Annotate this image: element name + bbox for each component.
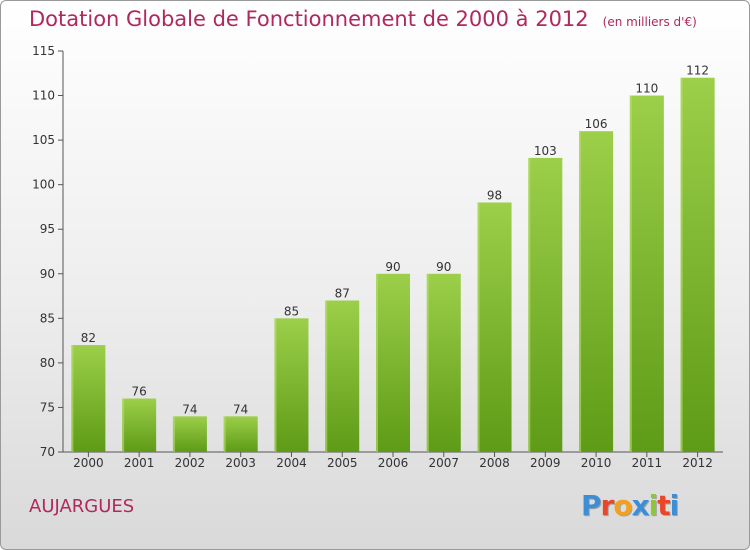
bar-2007 [426,273,461,452]
y-tick-label: 90 [40,267,55,281]
logo-letter: i [648,489,659,522]
chart-title: Dotation Globale de Fonctionnement de 20… [29,7,697,31]
commune-name: AUJARGUES [29,496,135,517]
value-label: 74 [182,402,197,416]
x-tick-label: 2003 [225,456,256,470]
x-tick-label: 2006 [378,456,409,470]
y-tick-label: 100 [32,178,55,192]
bar-highlight [680,77,683,452]
value-label: 90 [436,260,451,274]
bar-2003 [223,416,258,452]
bar-highlight [122,398,125,452]
bar-2005 [325,300,360,452]
value-label: 90 [385,260,400,274]
value-label: 74 [233,402,248,416]
x-tick-label: 2005 [327,456,358,470]
logo-letter: t [657,489,670,522]
x-tick-label: 2009 [530,456,561,470]
value-label: 103 [534,144,557,158]
y-tick-label: 105 [32,133,55,147]
x-tick-label: 2010 [581,456,612,470]
value-label: 112 [686,64,709,78]
proxiti-logo: Proxiti [581,489,680,522]
y-tick-label: 75 [40,400,55,414]
bar-highlight [477,202,480,452]
bar-2004 [274,318,309,452]
y-tick-label: 80 [40,356,55,370]
x-tick-label: 2007 [428,456,459,470]
title-text: Dotation Globale de Fonctionnement de 20… [29,7,589,31]
bar-highlight [223,416,226,452]
value-label: 85 [284,304,299,318]
y-tick-label: 70 [40,445,55,459]
logo-letter: o [613,489,632,522]
bar-2009 [528,157,563,452]
logo-letter: P [581,489,602,522]
bar-2008 [477,202,512,452]
bar-highlight [71,345,74,452]
bar-highlight [579,131,582,452]
y-tick-label: 85 [40,311,55,325]
value-label: 110 [635,82,658,96]
y-tick-label: 110 [32,89,55,103]
bar-highlight [172,416,175,452]
bar-highlight [426,273,429,452]
x-tick-label: 2008 [479,456,510,470]
bar-2000 [71,345,106,452]
bar-2001 [122,398,157,452]
value-label: 106 [585,117,608,131]
bar-highlight [325,300,328,452]
bar-2011 [629,95,664,453]
value-label: 82 [81,331,96,345]
axes: 70 75 80 85 90 95 100 105 110 115 2000 2001 2002 2003… [32,44,723,470]
value-label: 98 [487,188,502,202]
value-label: 76 [132,385,147,399]
bar-highlight [629,95,632,453]
logo-letter: x [631,489,650,522]
logo-letter: r [600,489,615,522]
x-tick-label: 2004 [276,456,307,470]
y-tick-label: 95 [40,222,55,236]
bar-highlight [528,157,531,452]
x-tick-label: 2012 [682,456,713,470]
x-tick-label: 2002 [175,456,206,470]
x-tick-label: 2000 [73,456,104,470]
bar-highlight [274,318,277,452]
unit-note: (en milliers d'€) [602,15,697,29]
bars [71,77,715,453]
y-tick-label: 115 [32,44,55,58]
value-label: 87 [335,287,350,301]
bar-highlight [376,273,378,452]
bar-2002 [172,416,207,452]
bar-2012 [680,77,715,452]
bar-2006 [376,273,410,452]
bar-2010 [579,131,614,452]
x-tick-label: 2011 [632,456,663,470]
value-labels: 82 76 74 74 85 87 90 90 98 103 106 110 112 [81,64,709,417]
x-tick-label: 2001 [124,456,155,470]
logo-letter: i [669,489,680,522]
